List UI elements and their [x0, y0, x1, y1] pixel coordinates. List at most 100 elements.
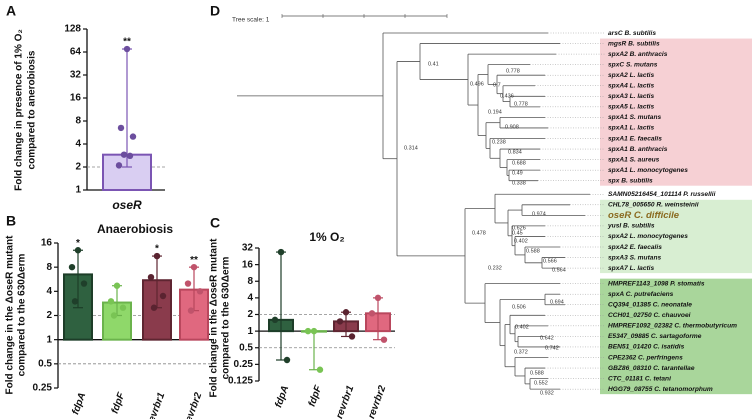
panel-label: C	[210, 215, 220, 231]
y-axis-label: compared to the 630Δerm	[221, 257, 232, 380]
leaf-label: CQ394_01385 C. neonatale	[608, 302, 692, 309]
bootstrap-value: 0.41	[428, 61, 439, 67]
bootstrap-value: 0.974	[532, 211, 546, 217]
leaf-label: BEN51_01420 C. isatidis	[608, 344, 685, 351]
clade-band	[600, 38, 752, 186]
data-point	[68, 263, 76, 271]
leaf-label: spxA C. putrefaciens	[608, 291, 674, 298]
bootstrap-value: 0.834	[508, 149, 522, 155]
data-point	[123, 45, 131, 53]
leaf-label: yusI B. subtilis	[607, 223, 655, 230]
y-tick-label: 16	[242, 259, 254, 270]
data-point	[348, 333, 356, 340]
leaf-label: CTC_01181 C. tetani	[608, 375, 671, 382]
leaf-label: spxA2 L. lactis	[608, 72, 655, 79]
leaf-label: spxA1 L. monocytogenes	[608, 167, 688, 174]
y-tick-label: 2	[46, 310, 52, 321]
leaf-label: SAMN05216454_101114 P. russellii	[608, 191, 716, 198]
leaf-label: spxA1 L. lactis	[608, 125, 655, 132]
y-tick-label: 16	[41, 238, 53, 249]
bootstrap-value: 0.694	[550, 299, 564, 305]
y-axis-label: compared to the 630Δerm	[17, 254, 28, 377]
y-tick-label: 2	[247, 309, 253, 320]
data-point	[159, 292, 167, 300]
data-point	[342, 309, 350, 316]
y-axis-label: Fold change in presence of 1% O₂	[14, 29, 25, 191]
bootstrap-value: 0.194	[488, 109, 502, 115]
bootstrap-value: 0.314	[404, 145, 418, 151]
bootstrap-value: 0.588	[530, 370, 544, 376]
x-tick-label: oseR	[112, 198, 142, 212]
data-point	[107, 298, 115, 305]
leaf-label: GBZ86_08310 C. tarantellae	[608, 365, 695, 372]
y-tick-label: 8	[247, 276, 253, 287]
panel-label: D	[210, 3, 220, 19]
data-point	[120, 151, 128, 158]
data-point	[310, 327, 318, 335]
leaf-label: spxA5 L. lactis	[608, 104, 655, 111]
data-point	[110, 312, 118, 319]
significance: **	[190, 255, 198, 266]
y-tick-label: 4	[46, 286, 52, 297]
data-point	[126, 152, 134, 160]
leaf-label: HMPREF1143_1098 P. stomatis	[608, 280, 705, 287]
significance: *	[76, 238, 80, 249]
leaf-label: spxA3 S. mutans	[608, 254, 661, 261]
data-point	[304, 327, 312, 335]
leaf-label: CCH01_02750 C. chauvoei	[608, 312, 691, 319]
data-point	[196, 288, 204, 295]
data-point	[374, 294, 382, 302]
leaf-label: HMPREF1092_02382 C. thermobutyricum	[608, 323, 737, 330]
y-tick-label: 4	[75, 139, 81, 150]
data-point	[147, 273, 155, 281]
bootstrap-value: 0.338	[512, 180, 526, 186]
y-axis-label: Fold change in the ΔoseR mutant	[209, 238, 220, 398]
data-point	[71, 298, 79, 305]
leaf-label: spxA1 S. aureus	[608, 156, 660, 163]
significance: **	[123, 37, 131, 48]
data-point	[283, 356, 291, 364]
leaf-label: E5347_09885 C. sartagoforme	[608, 333, 702, 340]
data-point	[190, 263, 198, 271]
y-tick-label: 4	[247, 293, 253, 304]
bootstrap-value: 0.496	[470, 81, 484, 87]
y-tick-label: 0.25	[33, 383, 53, 394]
y-axis-label: Fold change in the ΔoseR mutant	[5, 235, 16, 395]
bootstrap-value: 0.688	[512, 160, 526, 166]
tree-scale-label: Tree scale: 1	[232, 17, 270, 24]
bootstrap-value: 0.45	[512, 230, 523, 236]
data-point	[129, 133, 137, 140]
leaf-label: spxA3 L. lactis	[608, 93, 655, 100]
bootstrap-value: 0.552	[534, 380, 548, 386]
bootstrap-value: 0.908	[505, 124, 519, 130]
leaf-label: spxA1 E. faecalis	[608, 135, 662, 142]
leaf-label: spxA2 L. monocytogenes	[608, 233, 688, 240]
chart-title: Anaerobiosis	[97, 222, 173, 236]
data-point	[115, 162, 123, 169]
panel-label: B	[6, 213, 16, 229]
bootstrap-value: 0.506	[512, 304, 526, 310]
leaf-label: mgsR B. subtilis	[608, 40, 660, 47]
data-point	[184, 280, 192, 287]
bootstrap-value: 0.478	[472, 230, 486, 236]
y-tick-label: 16	[70, 93, 82, 104]
data-point	[316, 366, 324, 373]
leaf-label: CPE2362 C. perfringens	[608, 354, 683, 361]
y-axis-label: compared to anerobiosis	[27, 50, 38, 169]
bootstrap-value: 0.402	[515, 324, 529, 330]
y-tick-label: 8	[46, 262, 52, 273]
leaf-label: arsC B. subtilis	[608, 30, 656, 37]
data-point	[368, 310, 376, 317]
leaf-label: spxA2 B. anthracis	[608, 51, 668, 58]
data-point	[113, 282, 121, 289]
leaf-label: spxA4 L. lactis	[608, 83, 655, 90]
bootstrap-value: 0.436	[500, 93, 514, 99]
leaf-label: spxA1 S. mutans	[608, 114, 661, 121]
y-tick-label: 1	[247, 326, 253, 337]
bootstrap-value: 0.932	[540, 390, 554, 396]
y-tick-label: 0.5	[38, 358, 52, 369]
bootstrap-value: 0.7	[493, 82, 501, 88]
data-point	[187, 307, 195, 314]
bootstrap-value: 0.742	[545, 345, 559, 351]
